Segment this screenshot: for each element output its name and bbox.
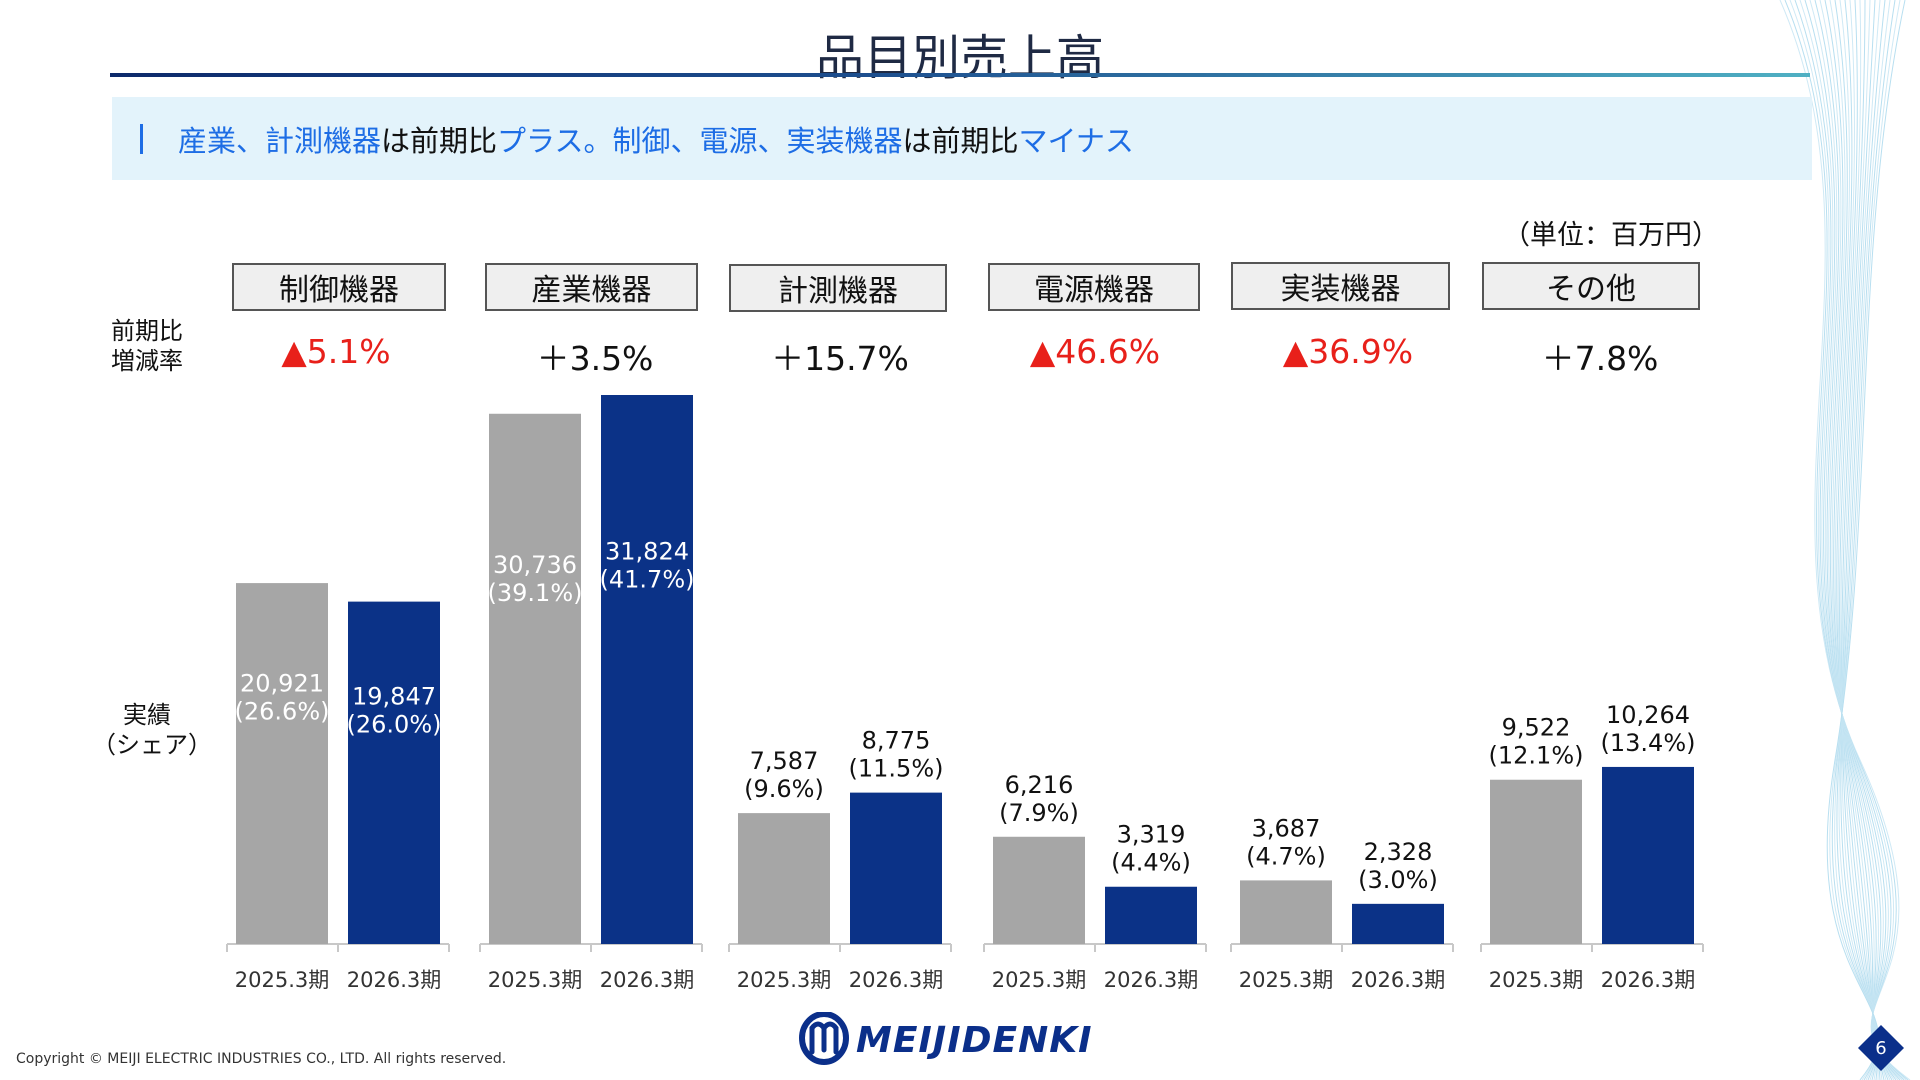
change-rate-measurement: ＋15.7%	[771, 339, 909, 378]
bar-share-label: (11.5%)	[849, 755, 944, 783]
bar-value-label: 10,264	[1606, 701, 1690, 729]
copyright-text: Copyright © MEIJI ELECTRIC INDUSTRIES CO…	[16, 1051, 507, 1067]
bar-value-label: 2,328	[1364, 838, 1433, 866]
bar-curr	[1352, 903, 1444, 944]
change-rate-power: ▲46.6%	[1029, 332, 1161, 371]
actual-label-line1: 実績	[123, 701, 171, 729]
headline-segment: マイナス	[1018, 124, 1134, 158]
x-tick-label: 2026.3期	[1601, 968, 1695, 992]
bar-value-label: 7,587	[750, 747, 819, 775]
unit-label: （単位：百万円）	[1503, 220, 1719, 251]
actual-label: 実績 （シェア）	[92, 700, 212, 760]
page-number-badge	[1858, 1025, 1904, 1071]
bar-share-label: (41.7%)	[600, 566, 695, 594]
headline-text: 産業、計測機器は前期比プラス。制御、電源、実装機器は前期比マイナス	[178, 118, 1134, 160]
headline-banner	[112, 97, 1812, 180]
logo-mark-icon	[799, 1011, 849, 1065]
bar-share-label: (26.6%)	[235, 697, 330, 725]
category-box-power: 電源機器	[988, 263, 1200, 311]
bar-curr	[348, 601, 440, 944]
bar-share-label: (39.1%)	[488, 579, 583, 607]
headline-segment: プラス。	[497, 124, 613, 158]
bar-prev	[993, 836, 1085, 944]
bar-curr	[850, 792, 942, 944]
actual-label-line2: （シェア）	[92, 731, 212, 759]
x-tick-label: 2026.3期	[1351, 968, 1445, 992]
change-rate-industrial: ＋3.5%	[536, 339, 654, 378]
bar-prev	[1240, 880, 1332, 944]
change-rate-label-line2: 増減率	[111, 347, 183, 375]
bar-value-label: 31,824	[605, 538, 689, 566]
x-tick-label: 2026.3期	[600, 968, 694, 992]
company-logo: MEIJIDENKI	[798, 1011, 1123, 1068]
bar-value-label: 30,736	[493, 551, 577, 579]
bar-share-label: (4.7%)	[1246, 842, 1326, 870]
bar-share-label: (13.4%)	[1601, 729, 1696, 757]
page-number: 6	[1875, 1037, 1887, 1059]
bar-prev	[489, 413, 581, 944]
x-tick-label: 2025.3期	[992, 968, 1086, 992]
category-box-control: 制御機器	[232, 263, 446, 311]
category-box-industrial: 産業機器	[485, 263, 698, 311]
bar-value-label: 8,775	[862, 727, 931, 755]
bar-share-label: (3.0%)	[1358, 866, 1438, 894]
bar-value-label: 3,319	[1117, 821, 1186, 849]
bar-prev	[236, 583, 328, 944]
x-tick-label: 2026.3期	[1104, 968, 1198, 992]
bar-share-label: (26.0%)	[347, 710, 442, 738]
change-rate-control: ▲5.1%	[281, 332, 391, 371]
logo-text: MEIJIDENKI	[856, 1020, 1093, 1061]
x-tick-label: 2026.3期	[347, 968, 441, 992]
x-tick-label: 2025.3期	[737, 968, 831, 992]
bar-value-label: 3,687	[1252, 814, 1321, 842]
bar-value-label: 9,522	[1502, 714, 1571, 742]
change-rate-label-line1: 前期比	[111, 317, 183, 345]
bar-value-label: 6,216	[1005, 771, 1074, 799]
change-rate-mounting: ▲36.9%	[1282, 332, 1414, 371]
bar-share-label: (7.9%)	[999, 799, 1079, 827]
bar-prev	[1490, 779, 1582, 944]
wave-line	[1826, 0, 1906, 1080]
bar-prev	[738, 813, 830, 944]
bar-curr	[1602, 766, 1694, 944]
headline-marker	[140, 124, 143, 154]
x-tick-label: 2025.3期	[1489, 968, 1583, 992]
headline-segment: 制御、電源、実装機器	[612, 124, 903, 158]
change-rate-other: ＋7.8%	[1541, 339, 1659, 378]
bar-curr	[601, 395, 693, 944]
category-box-mounting: 実装機器	[1231, 262, 1450, 310]
category-box-other: その他	[1482, 262, 1700, 310]
category-box-measurement: 計測機器	[729, 264, 947, 312]
bar-share-label: (9.6%)	[744, 775, 824, 803]
headline-segment: は前期比	[381, 124, 498, 158]
bar-share-label: (12.1%)	[1489, 742, 1584, 770]
bar-curr	[1105, 886, 1197, 944]
x-tick-label: 2026.3期	[849, 968, 943, 992]
wave-decoration	[1779, 0, 1911, 1080]
bar-share-label: (4.4%)	[1111, 849, 1191, 877]
title-underline	[110, 73, 1810, 77]
bar-value-label: 20,921	[240, 669, 324, 697]
x-tick-label: 2025.3期	[235, 968, 329, 992]
x-tick-label: 2025.3期	[488, 968, 582, 992]
bar-value-label: 19,847	[352, 682, 436, 710]
change-rate-label: 前期比 増減率	[92, 316, 202, 376]
x-tick-label: 2025.3期	[1239, 968, 1333, 992]
headline-segment: 産業、計測機器	[178, 124, 382, 158]
headline-segment: は前期比	[902, 124, 1019, 158]
